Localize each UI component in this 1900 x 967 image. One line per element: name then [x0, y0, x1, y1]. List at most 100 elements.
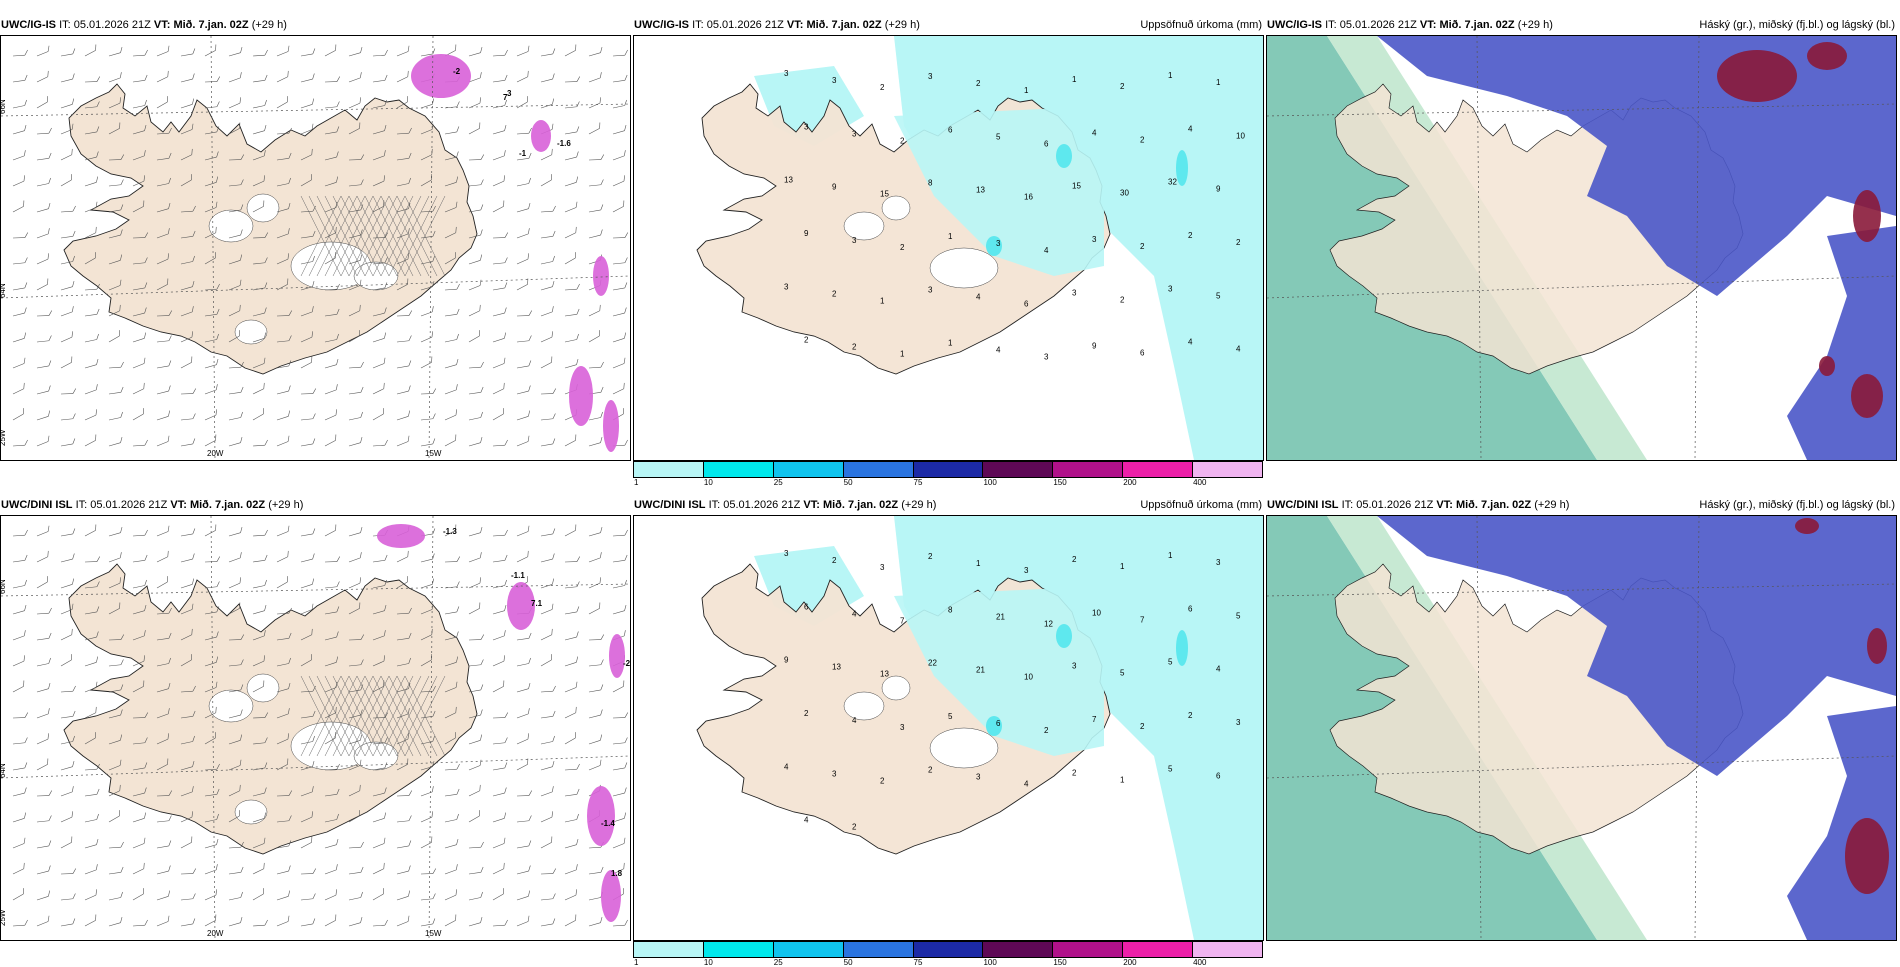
- barb-flag: [550, 149, 555, 155]
- barb-flag: [22, 655, 27, 661]
- barb-shaft: [253, 535, 265, 536]
- wind-barb: [420, 554, 436, 562]
- barb-shaft: [181, 899, 193, 900]
- barb-flag: [599, 527, 603, 533]
- barb-shaft: [349, 443, 361, 446]
- barb-shaft: [61, 79, 73, 82]
- precip-value: 10: [1092, 608, 1101, 617]
- barb-shaft: [133, 389, 144, 394]
- barb-flag: [408, 335, 412, 340]
- wind-barb: [371, 358, 387, 368]
- barb-flag: [239, 552, 244, 558]
- wind-barb: [108, 179, 123, 186]
- wind-barb: [468, 917, 484, 926]
- wind-barb: [492, 605, 508, 614]
- precip-value: 1: [1072, 75, 1077, 84]
- barb-shaft: [13, 55, 25, 56]
- wind-barb: [397, 790, 412, 796]
- precip-value: 1: [948, 232, 953, 241]
- barb-flag: [359, 527, 363, 533]
- barb-shaft: [445, 340, 457, 342]
- barb-shaft: [373, 80, 385, 82]
- cloud-map[interactable]: [1266, 515, 1897, 941]
- precip-value: 2: [804, 336, 809, 345]
- barb-flag: [600, 684, 604, 689]
- barb-flag: [21, 408, 26, 414]
- barb-shaft: [517, 557, 528, 562]
- barb-shaft: [565, 314, 577, 316]
- wind-barb: [108, 527, 124, 536]
- barb-flag: [505, 440, 508, 445]
- wind-barb: [565, 556, 580, 562]
- barb-shaft: [469, 766, 480, 770]
- barb-flag: [117, 330, 122, 336]
- barb-flag: [432, 893, 436, 898]
- barb-flag: [551, 761, 555, 767]
- barb-shaft: [37, 416, 48, 420]
- cloud-title: Háský (gr.), miðský (fj.bl.) og lágský (…: [1699, 495, 1895, 515]
- barb-shaft: [517, 284, 528, 290]
- barb-flag: [597, 603, 602, 609]
- barb-shaft: [37, 391, 49, 394]
- barb-shaft: [589, 128, 600, 134]
- wind-barb: [540, 48, 556, 56]
- wind-barb: [540, 281, 556, 290]
- barb-shaft: [253, 55, 265, 56]
- barb-flag: [145, 920, 148, 925]
- wind-barb: [444, 814, 460, 822]
- barb-flag: [166, 46, 171, 52]
- wind-barb: [492, 257, 507, 264]
- wind-barb: [347, 72, 363, 82]
- barb-flag: [333, 45, 338, 51]
- barb-flag: [576, 606, 580, 611]
- convective-patch: [377, 524, 425, 548]
- barb-shaft: [469, 816, 479, 822]
- barb-shaft: [37, 896, 48, 900]
- wind-barb: [588, 47, 604, 56]
- precip-value: 4: [1092, 128, 1097, 137]
- barb-flag: [598, 305, 603, 311]
- precip-core: [1056, 144, 1072, 168]
- barb-shaft: [13, 206, 24, 212]
- barb-flag: [597, 123, 602, 129]
- barb-shaft: [157, 582, 167, 588]
- wind-barb: [131, 838, 147, 848]
- barb-flag: [575, 177, 579, 183]
- wind-barb: [468, 527, 484, 536]
- cloud-map[interactable]: [1266, 35, 1897, 461]
- precip-value: 3: [784, 282, 789, 291]
- barb-flag: [360, 892, 364, 898]
- wind-barb: [35, 228, 51, 238]
- wind-barb: [395, 71, 411, 82]
- barb-shaft: [229, 872, 241, 874]
- wind-barb: [203, 889, 219, 900]
- convective-patch: [587, 786, 615, 846]
- barb-shaft: [37, 442, 48, 446]
- wind-barb: [515, 253, 531, 264]
- wind-barb: [539, 331, 555, 342]
- wind-barb: [588, 527, 604, 536]
- barb-shaft: [85, 870, 96, 874]
- barb-shaft: [517, 158, 529, 160]
- wind-barb: [444, 789, 460, 796]
- precip-value: 4: [804, 816, 809, 825]
- glacier-patch: [247, 674, 279, 702]
- barb-flag: [575, 657, 579, 663]
- barb-flag: [95, 864, 100, 870]
- barb-shaft: [469, 847, 481, 848]
- wind-barb: [108, 659, 123, 666]
- barb-shaft: [565, 920, 576, 926]
- wind-barb: [612, 580, 628, 588]
- barb-flag: [576, 581, 580, 586]
- wind-barb: [253, 440, 268, 446]
- wind-barb: [611, 175, 627, 186]
- barb-flag: [119, 72, 124, 78]
- barb-flag: [120, 867, 124, 872]
- wind-barb: [155, 96, 170, 108]
- barb-shaft: [325, 587, 337, 588]
- barb-shaft: [493, 793, 505, 796]
